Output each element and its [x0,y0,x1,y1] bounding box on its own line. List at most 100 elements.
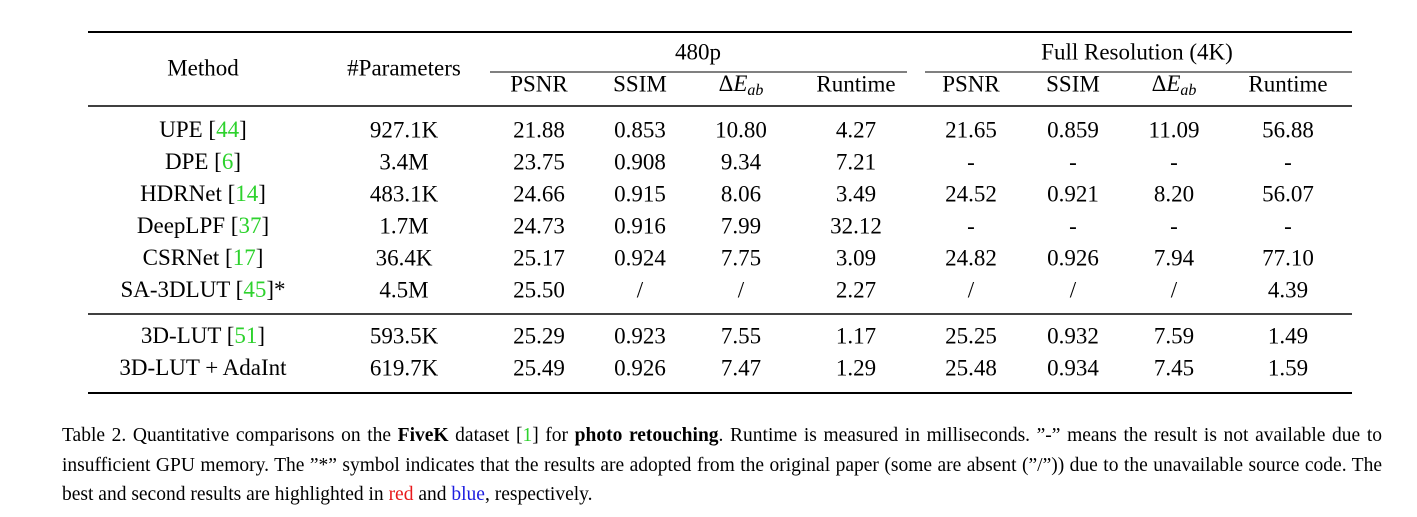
method-name: 3D-LUT + AdaInt [119,355,287,380]
param-count: 1.7M [379,213,428,238]
caption: Table 2. Quantitative comparisons on the… [62,421,1382,510]
citation: 6 [222,149,234,174]
cell: - [1170,213,1178,238]
cell: 8.20 [1154,181,1194,206]
metric-symbol: Δ [1152,71,1167,96]
cell: 7.45 [1154,355,1194,380]
method-text: ]* [266,277,285,302]
cell: 7.59 [1154,323,1194,348]
header-metric: Runtime [816,71,895,96]
citation: 14 [235,181,259,206]
cell: 24.82 [945,245,997,270]
cell: 23.75 [513,149,565,174]
citation: 44 [216,117,240,142]
cell: 24.66 [513,181,565,206]
caption-text: Table 2. Quantitative comparisons on the [62,425,398,446]
header-metric: SSIM [1046,71,1100,96]
cell: / [637,277,644,302]
method-text: ] [239,117,247,142]
table: Method #Parameters 480p Full Resolution (4K… [88,31,1352,394]
cell: 7.94 [1154,245,1195,270]
cell: 7.21 [836,149,876,174]
cell: 0.924 [614,245,666,270]
cell: / [1171,277,1178,302]
cell: 0.932 [1047,323,1099,348]
metric-symbol: Δ [719,71,734,96]
cell: 25.50 [513,277,565,302]
cell: 21.65 [945,117,997,142]
cell: 4.39 [1268,277,1308,302]
method-text: DPE [ [165,149,222,174]
cell: 1.59 [1268,355,1308,380]
cell: - [1284,149,1292,174]
cell: 3.09 [836,245,876,270]
method-name: DPE [6] [165,149,241,174]
method-text: SA-3DLUT [ [120,277,243,302]
header-metric: ΔEab [1152,71,1197,98]
caption-text: and [413,484,452,505]
cell: 0.916 [614,213,666,238]
header-metric: PSNR [510,71,568,96]
param-count: 927.1K [370,117,439,142]
citation: 1 [522,425,533,446]
cell: 25.48 [945,355,997,380]
method-name: HDRNet [14] [140,181,266,206]
cell: 25.17 [513,245,565,270]
method-text: UPE [ [159,117,216,142]
caption-text: ] for [532,425,575,446]
method-text: HDRNet [ [140,181,235,206]
cell: 7.47 [721,355,761,380]
citation: 51 [234,323,257,348]
method-text: 3D-LUT + AdaInt [119,355,287,380]
cell: 25.49 [513,355,565,380]
metric-sub: ab [1180,82,1196,99]
metric-sub: ab [747,82,763,99]
cell: - [1284,213,1292,238]
method-text: CSRNet [ [143,245,233,270]
cell: 7.75 [721,245,761,270]
cell: 24.52 [945,181,997,206]
citation: 37 [238,213,261,238]
method-text: 3D-LUT [ [141,323,234,348]
citation: 17 [233,245,256,270]
cell: 7.99 [721,213,761,238]
param-count: 4.5M [379,277,428,302]
param-count: 36.4K [376,245,433,270]
method-name: CSRNet [17] [143,245,264,270]
cell: 0.926 [614,355,666,380]
cell: 9.34 [721,149,762,174]
param-count: 593.5K [370,323,439,348]
cell: - [967,213,975,238]
method-name: 3D-LUT [51] [141,323,265,348]
cell: / [738,277,745,302]
caption-text: FiveK [397,425,449,446]
cell: 0.921 [1047,181,1099,206]
cell: 0.934 [1047,355,1099,380]
citation: 45 [243,277,266,302]
cell: 7.55 [721,323,761,348]
method-text: ] [258,181,266,206]
cell: 25.29 [513,323,565,348]
caption-text: . Runtime is measured in milliseconds. ”… [62,425,1383,505]
metric-var: E [732,71,747,96]
method-text: ] [257,323,265,348]
cell: 8.06 [721,181,761,206]
cell: - [1170,149,1178,174]
cell: 24.73 [513,213,565,238]
cell: 0.923 [614,323,666,348]
cell: 0.908 [614,149,666,174]
cell: 1.29 [836,355,876,380]
header-group: Full Resolution (4K) [1041,39,1233,64]
param-count: 483.1K [370,181,439,206]
cell: 32.12 [830,213,882,238]
method-text: ] [233,149,241,174]
method-name: SA-3DLUT [45]* [120,277,285,302]
cell: - [1069,149,1077,174]
cell: 25.25 [945,323,997,348]
header-group: 480p [675,39,721,64]
caption-text: , respectively. [484,484,593,505]
cell: - [1069,213,1077,238]
param-count: 3.4M [379,149,428,174]
method-name: UPE [44] [159,117,247,142]
method-text: ] [261,213,269,238]
